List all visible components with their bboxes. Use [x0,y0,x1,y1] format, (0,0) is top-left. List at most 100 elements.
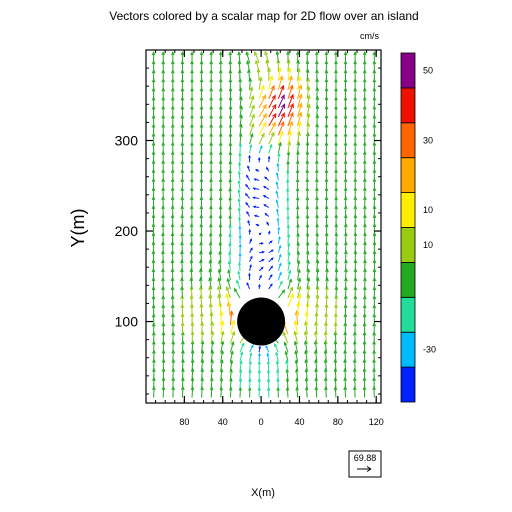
vector-arrow [297,132,300,145]
vector-arrow [210,242,212,253]
vector-arrow-head [238,161,242,166]
vector-arrow [219,233,222,244]
vector-arrow-head [180,51,185,56]
vector-arrow [297,103,302,118]
vector-arrow [238,199,241,208]
vector-arrow [239,378,242,389]
vector-arrow [325,269,328,280]
x-tick-label: 80 [333,417,343,427]
vector-arrow [200,277,203,290]
vector-arrow-head [280,84,285,91]
vector-arrow-head [275,171,279,176]
vector-arrow [306,123,309,136]
vector-arrow-head [245,51,250,56]
vector-arrow-head [278,244,282,249]
vector-arrow-head [248,360,252,365]
vector-arrow [267,361,270,371]
vector-arrow-head [248,154,251,158]
vector-arrow-head [189,250,194,255]
vector-arrow-head [190,349,195,354]
vector-arrow [238,262,241,271]
vector-arrow [285,351,289,362]
vector-arrow-head [249,143,253,148]
vector-arrow [275,191,279,199]
vector-arrow-head [315,241,320,246]
vector-arrow-head [250,255,253,259]
vector-arrow [249,133,253,145]
vector-arrow-head [289,111,294,118]
vector-arrow-head [325,250,329,255]
vector-arrow [345,251,347,262]
vector-arrow [209,260,212,271]
vector-arrow-head [276,217,280,221]
vector-arrow [334,359,337,371]
vector-arrow [191,387,194,398]
vector-arrow [181,260,183,271]
colorbar-bin [400,227,416,263]
vector-arrow [191,350,194,362]
vector-arrow [181,377,184,389]
vector-arrow-head [278,253,282,257]
vector-arrow-head [261,259,265,262]
vector-arrow-head [208,241,213,246]
vector-arrow [190,277,193,289]
vector-arrow [294,331,299,344]
vector-arrow-head [325,259,329,264]
vector-arrow-head [279,271,282,275]
vector-arrow-head [254,59,259,65]
vector-arrow-head [220,359,224,364]
vector-arrow-head [229,359,234,364]
vector-arrow-head [325,267,329,273]
vector-arrow [277,272,282,281]
vector-arrow-head [269,273,273,277]
colorbar-bin [400,157,416,193]
vector-arrow [297,302,300,317]
vector-arrow-head [199,259,203,264]
vector-arrow [276,200,279,208]
vector-arrow [191,368,194,380]
vector-arrow-head [297,75,302,81]
vector-arrow [209,251,212,262]
chart-title: Vectors colored by a scalar map for 2D f… [109,9,418,23]
vector-arrow [276,361,279,371]
vector-arrow-head [180,258,184,264]
vector-arrow-head [218,51,223,56]
vector-arrow [335,260,338,271]
vector-arrow-head [298,102,303,108]
vector-field [151,50,377,398]
vector-arrow [305,378,308,389]
vector-arrow [316,286,319,299]
vector-arrow [239,97,242,108]
vector-arrow [306,269,310,280]
island-shape [237,297,286,346]
vector-arrow-head [189,259,194,264]
vector-arrow-head [250,122,255,128]
vector-arrow-head [238,132,243,137]
vector-arrow-head [263,185,267,189]
vector-arrow-head [275,190,279,194]
vector-arrow-head [255,223,259,227]
vector-arrow [209,294,212,308]
vector-arrow-head [253,51,258,56]
vector-arrow [220,360,223,371]
vector-arrow [287,76,292,90]
vector-arrow-head [264,50,268,56]
vector-arrow-head [259,144,263,149]
vector-arrow-head [297,277,302,282]
vector-arrow [249,370,251,380]
vector-arrow-head [282,331,287,336]
vector-arrow-head [227,269,231,274]
vector-arrow-head [217,268,222,273]
vector-arrow [287,131,292,145]
vector-arrow [268,95,276,109]
vector-arrow [297,76,301,90]
vector-arrow-head [233,287,238,292]
vector-arrow [306,132,309,145]
vector-arrow [236,280,241,290]
vector-arrow [234,288,241,299]
vector-arrow [335,277,338,289]
vector-arrow [201,341,204,353]
vector-arrow-head [249,238,252,242]
vector-arrow-head [280,94,285,100]
vector-arrow-head [270,249,274,253]
